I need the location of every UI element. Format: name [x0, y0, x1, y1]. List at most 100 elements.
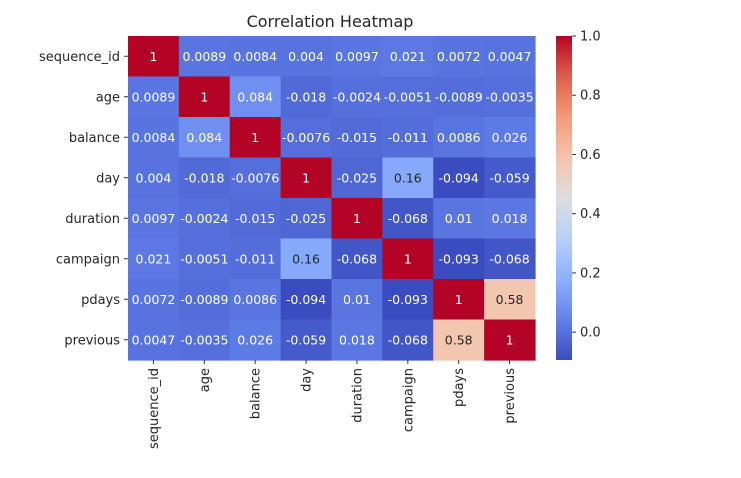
cell-annotation: 0.021: [136, 251, 172, 266]
heatmap-cell: [484, 117, 536, 159]
heatmap-cell: [331, 238, 383, 280]
colorbar-tick-label: 0.4: [580, 207, 601, 222]
cell-annotation: -0.0024: [333, 89, 381, 104]
heatmap-cell: [229, 198, 282, 240]
heatmap-cell: [484, 279, 536, 321]
cell-annotation: -0.068: [388, 211, 428, 226]
heatmap-cell: [280, 319, 333, 361]
cell-annotation: -0.0051: [180, 251, 228, 266]
heatmap-cell: [128, 279, 180, 321]
cell-annotation: 0.0097: [335, 49, 379, 64]
heatmap-cell: [382, 157, 434, 199]
heatmap-cell: [331, 198, 383, 240]
cell-annotation: 0.0089: [182, 49, 226, 64]
y-tick-label: age: [96, 90, 120, 105]
heatmap-cell: [128, 319, 180, 361]
cell-annotation: 0.021: [390, 49, 426, 64]
cell-annotation: -0.025: [337, 170, 377, 185]
heatmap-cell: [178, 238, 231, 280]
x-tick-label: campaign: [401, 368, 416, 432]
cell-annotation: -0.094: [286, 292, 326, 307]
cell-annotation: -0.0089: [435, 89, 483, 104]
colorbar-gradient: [556, 36, 572, 360]
heatmap-cell: [433, 198, 485, 240]
cell-annotation: 1: [506, 332, 514, 347]
heatmap-cell: [382, 36, 434, 78]
cell-annotation: 0.0084: [233, 49, 277, 64]
cell-annotation: 0.018: [492, 211, 528, 226]
cell-annotation: -0.015: [337, 130, 377, 145]
colorbar-tick-label: 0.6: [580, 148, 601, 163]
heatmap-cell: [382, 319, 434, 361]
heatmap-cell: [484, 76, 536, 118]
cell-annotation: 1: [302, 170, 310, 185]
cell-annotation: 0.004: [136, 170, 172, 185]
colorbar-tick-label: 0.8: [580, 89, 601, 104]
cell-annotation: 0.026: [492, 130, 528, 145]
cell-annotation: 1: [200, 89, 208, 104]
heatmap-cell: [178, 157, 231, 199]
cell-annotation: -0.018: [184, 170, 224, 185]
cell-annotation: -0.068: [337, 251, 377, 266]
heatmap-cell: [229, 279, 282, 321]
x-tick-label: age: [198, 368, 213, 392]
heatmap-cell: [128, 198, 180, 240]
heatmap-cell: [331, 36, 383, 78]
heatmap-cells: 1 0.0089 0.0084 0.004 0.0097 0.021 0.0072 0.004…: [128, 36, 536, 361]
cell-annotation: 0.16: [292, 251, 320, 266]
heatmap-cell: [484, 36, 536, 78]
heatmap-cell: [433, 319, 485, 361]
x-tick-label: sequence_id: [147, 368, 162, 449]
heatmap-cell: [433, 238, 485, 280]
heatmap-cell: [382, 238, 434, 280]
heatmap-cell: [484, 319, 536, 361]
heatmap-cell: [128, 117, 180, 159]
cell-annotation: 0.0089: [132, 89, 176, 104]
heatmap-cell: [280, 117, 333, 159]
cell-annotation: -0.0024: [180, 211, 228, 226]
cell-annotation: -0.059: [286, 332, 326, 347]
y-tick-label: duration: [65, 212, 120, 227]
heatmap-cell: [484, 157, 536, 199]
cell-annotation: 0.0097: [132, 211, 176, 226]
cell-annotation: -0.093: [388, 292, 428, 307]
heatmap-cell: [178, 198, 231, 240]
heatmap-cell: [331, 319, 383, 361]
x-tick-label: day: [300, 368, 315, 392]
heatmap-cell: [229, 319, 282, 361]
heatmap-cell: [382, 279, 434, 321]
heatmap-cell: [382, 117, 434, 159]
heatmap-cell: [178, 76, 231, 118]
cell-annotation: 0.01: [343, 292, 371, 307]
heatmap-cell: [331, 117, 383, 159]
cell-annotation: 0.018: [339, 332, 375, 347]
y-tick-label: previous: [64, 333, 120, 348]
cell-annotation: 0.16: [394, 170, 422, 185]
cell-annotation: -0.015: [235, 211, 275, 226]
cell-annotation: 0.0086: [437, 130, 481, 145]
heatmap-cell: [178, 279, 231, 321]
cell-annotation: 0.0047: [488, 49, 532, 64]
heatmap-cell: [382, 198, 434, 240]
heatmap-cell: [484, 198, 536, 240]
heatmap-cell: [128, 76, 180, 118]
cell-annotation: 0.0084: [132, 130, 176, 145]
heatmap-cell: [178, 117, 231, 159]
y-tick-label: balance: [69, 131, 120, 146]
cell-annotation: -0.011: [235, 251, 275, 266]
cell-annotation: 0.0086: [233, 292, 277, 307]
cell-annotation: 1: [353, 211, 361, 226]
cell-annotation: -0.068: [489, 251, 529, 266]
heatmap-cell: [128, 157, 180, 199]
heatmap-cell: [229, 157, 282, 199]
heatmap-cell: [280, 157, 333, 199]
heatmap-cell: [331, 279, 383, 321]
cell-annotation: -0.018: [286, 89, 326, 104]
cell-annotation: 0.084: [237, 89, 273, 104]
heatmap-cell: [128, 36, 180, 78]
cell-annotation: 0.58: [445, 332, 473, 347]
heatmap-cell: [433, 157, 485, 199]
x-tick-label: balance: [249, 368, 264, 419]
heatmap-cell: [484, 238, 536, 280]
